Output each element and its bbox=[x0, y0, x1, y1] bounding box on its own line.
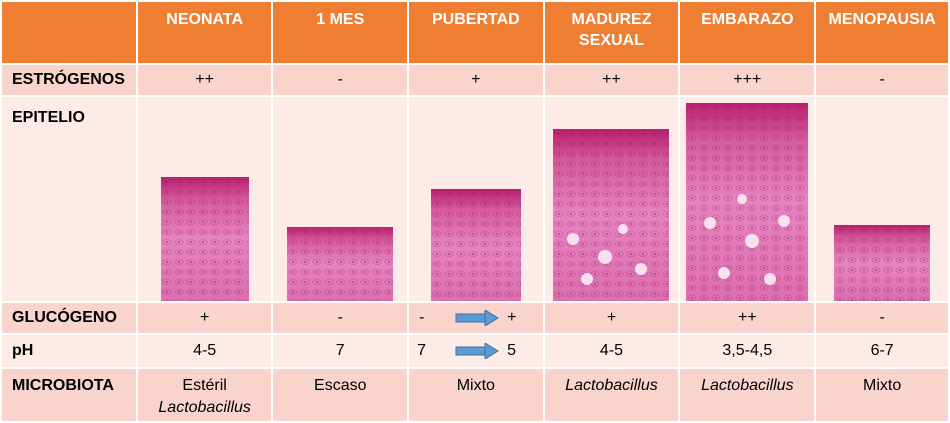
arrow-right-icon bbox=[455, 310, 500, 326]
cell-glucogeno-madurez: + bbox=[544, 303, 679, 333]
ph-pubertad-from: 7 bbox=[417, 342, 426, 359]
header-madurez-line1: MADUREZ bbox=[571, 11, 652, 28]
cell-estrogenos-pubertad: + bbox=[409, 65, 543, 95]
cell-estrogenos-menopausia: - bbox=[816, 65, 948, 95]
cell-microbiota-neonata: Estéril Lactobacillus bbox=[137, 369, 272, 421]
cell-microbiota-embarazo: Lactobacillus bbox=[680, 369, 815, 421]
cell-epitelio-1-mes bbox=[273, 97, 408, 301]
cell-epitelio-neonata bbox=[137, 97, 272, 301]
row-label-microbiota: MICROBIOTA bbox=[2, 369, 136, 421]
cell-estrogenos-1-mes: - bbox=[273, 65, 408, 95]
glucogeno-pubertad-transition: - + bbox=[409, 303, 543, 333]
header-menopausia: MENOPAUSIA bbox=[816, 2, 948, 63]
epithelium-pubertad-image bbox=[430, 189, 521, 301]
cell-estrogenos-neonata: ++ bbox=[137, 65, 272, 95]
cell-microbiota-pubertad: Mixto bbox=[409, 369, 543, 421]
row-microbiota: MICROBIOTA Estéril Lactobacillus Escaso … bbox=[2, 369, 948, 421]
cell-ph-madurez: 4-5 bbox=[544, 335, 679, 367]
header-1-mes: 1 MES bbox=[273, 2, 408, 63]
epithelium-madurez-image bbox=[553, 129, 670, 301]
header-madurez-line2: SEXUAL bbox=[579, 32, 644, 49]
ph-pubertad-to: 5 bbox=[507, 342, 516, 359]
row-label-epitelio: EPITELIO bbox=[2, 97, 136, 301]
cell-estrogenos-madurez: ++ bbox=[544, 65, 679, 95]
header-madurez-sexual: MADUREZ SEXUAL bbox=[544, 2, 679, 63]
cell-glucogeno-menopausia: - bbox=[816, 303, 948, 333]
glucogeno-pubertad-from: - bbox=[419, 309, 425, 326]
epithelium-neonata-image bbox=[160, 177, 249, 301]
row-estrogenos: ESTRÓGENOS ++ - + ++ +++ - bbox=[2, 65, 948, 95]
microbiota-neonata-line1: Estéril bbox=[182, 377, 227, 394]
cell-ph-neonata: 4-5 bbox=[137, 335, 272, 367]
header-embarazo: EMBARAZO bbox=[680, 2, 815, 63]
epithelium-menopausia-image bbox=[834, 225, 931, 301]
row-label-ph: pH bbox=[2, 335, 136, 367]
cell-glucogeno-neonata: + bbox=[137, 303, 272, 333]
row-label-glucogeno: GLUCÓGENO bbox=[2, 303, 136, 333]
arrow-right-icon bbox=[455, 343, 500, 359]
header-corner bbox=[2, 2, 136, 63]
cell-microbiota-1-mes: Escaso bbox=[273, 369, 408, 421]
cell-microbiota-madurez: Lactobacillus bbox=[544, 369, 679, 421]
header-pubertad: PUBERTAD bbox=[409, 2, 543, 63]
epithelium-embarazo-image bbox=[686, 103, 809, 301]
cell-microbiota-menopausia: Mixto bbox=[816, 369, 948, 421]
cell-glucogeno-embarazo: ++ bbox=[680, 303, 815, 333]
cell-ph-1-mes: 7 bbox=[273, 335, 408, 367]
cell-epitelio-pubertad bbox=[409, 97, 543, 301]
microbiota-neonata-line2: Lactobacillus bbox=[158, 399, 251, 416]
row-glucogeno: GLUCÓGENO + - - + + ++ - bbox=[2, 303, 948, 333]
ph-pubertad-transition: 7 5 bbox=[409, 336, 543, 366]
cell-epitelio-madurez bbox=[544, 97, 679, 301]
cell-ph-pubertad: 7 5 bbox=[409, 335, 543, 367]
glucogeno-pubertad-to: + bbox=[507, 309, 517, 326]
cell-estrogenos-embarazo: +++ bbox=[680, 65, 815, 95]
epithelium-1-mes-image bbox=[287, 227, 394, 301]
cell-glucogeno-pubertad: - + bbox=[409, 303, 543, 333]
cell-epitelio-menopausia bbox=[816, 97, 948, 301]
cell-ph-embarazo: 3,5-4,5 bbox=[680, 335, 815, 367]
header-neonata: NEONATA bbox=[137, 2, 272, 63]
header-row: NEONATA 1 MES PUBERTAD MADUREZ SEXUAL EM… bbox=[2, 2, 948, 63]
cell-glucogeno-1-mes: - bbox=[273, 303, 408, 333]
cell-epitelio-embarazo bbox=[680, 97, 815, 301]
cell-ph-menopausia: 6-7 bbox=[816, 335, 948, 367]
row-epitelio: EPITELIO bbox=[2, 97, 948, 301]
row-ph: pH 4-5 7 7 5 4-5 3,5-4,5 6-7 bbox=[2, 335, 948, 367]
row-label-estrogenos: ESTRÓGENOS bbox=[2, 65, 136, 95]
